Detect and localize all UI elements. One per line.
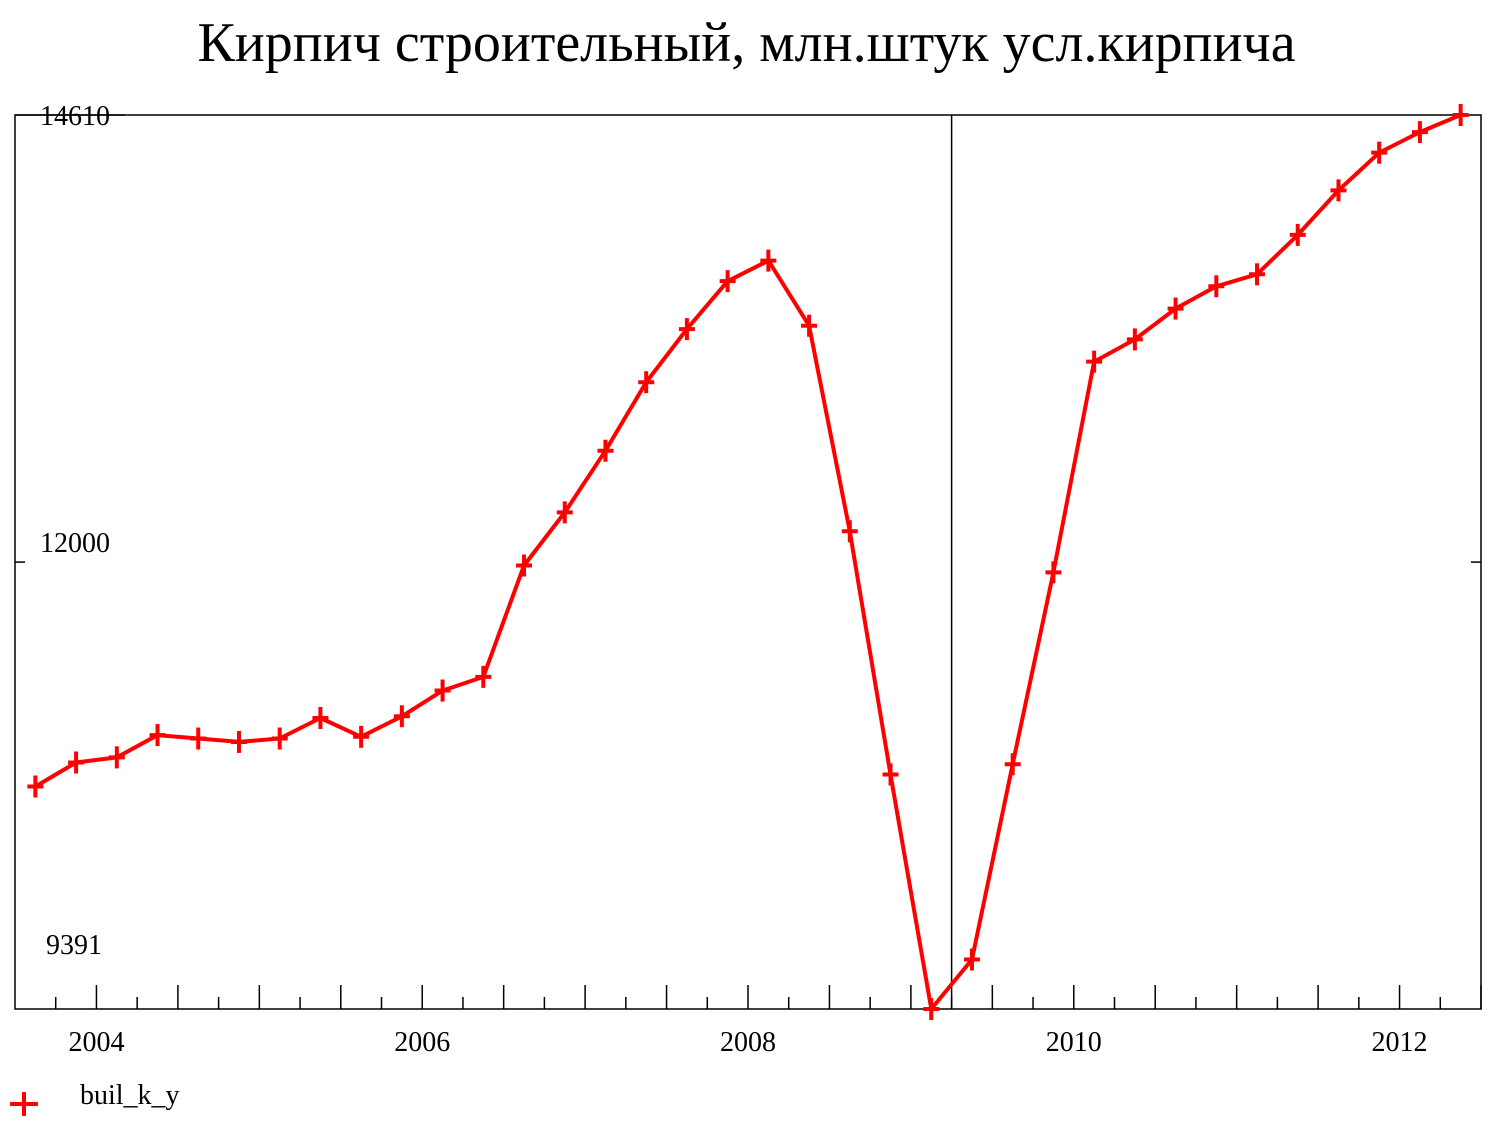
x-tick-label: 2006 xyxy=(394,1027,450,1058)
data-point xyxy=(638,371,655,394)
data-point xyxy=(1371,141,1388,164)
y-tick-label: 12000 xyxy=(40,528,110,559)
data-point xyxy=(1045,561,1062,584)
data-point xyxy=(271,727,288,750)
x-tick-label: 2004 xyxy=(68,1027,124,1058)
data-point xyxy=(1167,297,1184,320)
data-point xyxy=(963,948,980,971)
data-point xyxy=(475,665,492,688)
data-point xyxy=(393,705,410,728)
data-point xyxy=(556,501,573,524)
y-tick-label: 14610 xyxy=(40,101,110,132)
legend-label: buil_k_y xyxy=(80,1080,180,1111)
data-point xyxy=(434,679,451,702)
data-point xyxy=(1411,121,1428,144)
x-tick-label: 2012 xyxy=(1372,1027,1428,1058)
data-point xyxy=(719,270,736,293)
data-point xyxy=(1126,328,1143,351)
x-tick-label: 2008 xyxy=(720,1027,776,1058)
data-point xyxy=(1330,179,1347,202)
data-point xyxy=(760,249,777,272)
data-point xyxy=(1004,753,1021,776)
legend-plus-icon xyxy=(10,1092,38,1116)
data-point xyxy=(27,775,44,798)
data-point xyxy=(882,763,899,786)
data-point xyxy=(801,314,818,337)
data-point xyxy=(678,318,695,341)
data-point xyxy=(923,998,940,1020)
data-point xyxy=(108,746,125,769)
data-point xyxy=(516,554,533,577)
data-point xyxy=(1249,263,1266,286)
series-line xyxy=(34,113,1462,1011)
y-axis: 14610 12000 9391 xyxy=(15,101,1481,961)
series-group xyxy=(27,104,1469,1020)
data-point xyxy=(597,439,614,462)
data-point xyxy=(230,730,247,753)
data-point xyxy=(1086,350,1103,373)
chart-title: Кирпич строительный, млн.штук усл.кирпич… xyxy=(197,12,1296,74)
data-point xyxy=(841,520,858,543)
plot-frame xyxy=(14,114,1482,1010)
data-point xyxy=(1289,223,1306,246)
x-axis: 2004 2006 2008 2010 2012 xyxy=(54,985,1482,1058)
data-point xyxy=(190,727,207,750)
y-tick-label: 9391 xyxy=(46,930,102,961)
data-point xyxy=(68,751,85,774)
data-point xyxy=(312,706,329,729)
data-point xyxy=(149,724,166,747)
data-point xyxy=(353,725,370,748)
data-point xyxy=(1452,104,1469,126)
x-tick-label: 2010 xyxy=(1046,1027,1102,1058)
data-point xyxy=(1208,275,1225,298)
